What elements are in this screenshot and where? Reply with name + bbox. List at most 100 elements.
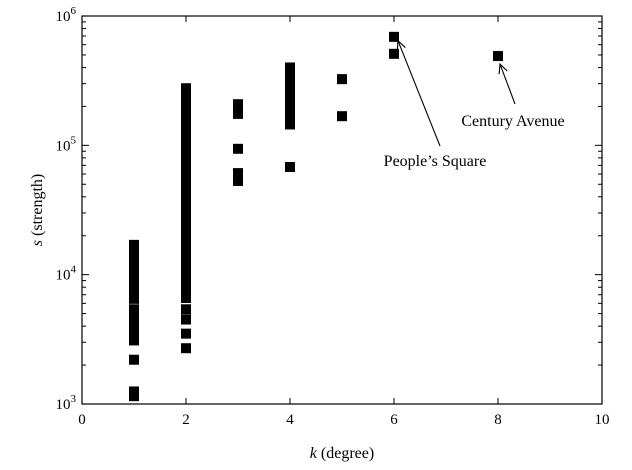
data-point bbox=[181, 199, 191, 210]
data-point bbox=[129, 309, 139, 320]
y-tick-label-exponent: 5 bbox=[71, 134, 77, 146]
data-point bbox=[181, 277, 191, 288]
data-point bbox=[129, 265, 139, 276]
data-point bbox=[181, 166, 191, 177]
data-point bbox=[129, 270, 139, 281]
annotation-arrowhead bbox=[498, 62, 508, 75]
y-tick-label-exponent: 3 bbox=[71, 393, 77, 405]
data-point bbox=[181, 138, 191, 149]
data-point bbox=[181, 260, 191, 271]
data-point bbox=[181, 288, 191, 299]
data-point bbox=[129, 322, 139, 333]
data-point bbox=[129, 335, 139, 346]
data-point bbox=[181, 133, 191, 144]
x-tick-label: 6 bbox=[390, 412, 398, 428]
data-point bbox=[129, 259, 139, 270]
data-point bbox=[181, 216, 191, 227]
annotations: People’s Square Century Avenue bbox=[384, 39, 565, 170]
y-tick-label-base: 10 bbox=[56, 9, 71, 25]
x-tick-label: 8 bbox=[494, 412, 502, 428]
data-point bbox=[181, 127, 191, 138]
data-point bbox=[181, 266, 191, 277]
data-point bbox=[181, 211, 191, 222]
data-point bbox=[181, 249, 191, 260]
data-point bbox=[181, 88, 191, 99]
data-point bbox=[181, 149, 191, 160]
y-axis-label: s (strength) bbox=[29, 174, 46, 246]
data-point bbox=[181, 194, 191, 205]
data-point bbox=[181, 271, 191, 282]
data-point bbox=[129, 277, 139, 288]
y-tick-label-base: 10 bbox=[56, 268, 71, 284]
data-point bbox=[181, 83, 191, 94]
y-tick-label: 105 bbox=[56, 134, 77, 154]
x-tick-label: 2 bbox=[182, 412, 190, 428]
data-point bbox=[181, 328, 191, 339]
x-axis-label-symbol: k bbox=[310, 445, 318, 462]
x-axis-label: k (degree) bbox=[310, 445, 374, 462]
x-tick-label: 10 bbox=[595, 412, 610, 428]
data-point bbox=[181, 255, 191, 266]
annotation-arrowhead bbox=[396, 39, 406, 51]
data-point bbox=[181, 105, 191, 116]
y-tick-label-exponent: 6 bbox=[71, 5, 77, 17]
x-tick-label: 4 bbox=[286, 412, 294, 428]
data-point bbox=[233, 143, 243, 154]
data-point bbox=[181, 177, 191, 188]
data-point bbox=[129, 354, 139, 365]
data-point bbox=[233, 168, 243, 179]
data-point bbox=[337, 111, 347, 122]
x-tick-label: 0 bbox=[78, 412, 86, 428]
x-axis-label-text: (degree) bbox=[317, 445, 374, 462]
data-point bbox=[129, 293, 139, 304]
data-point bbox=[181, 314, 191, 325]
y-tick-label-base: 10 bbox=[56, 397, 71, 413]
data-point bbox=[181, 343, 191, 354]
annotation-label: Century Avenue bbox=[461, 113, 564, 130]
data-point bbox=[181, 188, 191, 199]
data-point bbox=[181, 183, 191, 194]
data-point bbox=[285, 62, 295, 73]
data-point bbox=[129, 239, 139, 250]
annotation-arrow bbox=[397, 40, 441, 147]
data-point bbox=[181, 161, 191, 172]
data-point bbox=[129, 246, 139, 257]
annotation-label: People’s Square bbox=[384, 153, 487, 170]
data-point bbox=[337, 74, 347, 85]
y-axis-label-text: (strength) bbox=[29, 174, 46, 240]
data-point bbox=[389, 31, 399, 42]
data-point bbox=[129, 317, 139, 328]
data-point bbox=[181, 155, 191, 166]
data-point bbox=[129, 252, 139, 263]
data-point bbox=[181, 205, 191, 216]
data-point bbox=[181, 122, 191, 133]
data-point bbox=[129, 285, 139, 296]
data-point bbox=[181, 99, 191, 110]
data-point bbox=[181, 222, 191, 233]
data-point bbox=[181, 282, 191, 293]
annotation-arrow bbox=[499, 63, 516, 105]
data-point bbox=[181, 233, 191, 244]
y-tick-label-base: 10 bbox=[56, 138, 71, 154]
data-point bbox=[233, 108, 243, 119]
data-point bbox=[493, 51, 503, 62]
y-tick-label: 103 bbox=[56, 393, 77, 413]
y-tick-label: 106 bbox=[56, 5, 77, 25]
data-point bbox=[129, 304, 139, 315]
data-point bbox=[181, 116, 191, 127]
y-axis-label-symbol: s bbox=[29, 240, 46, 246]
data-point bbox=[181, 244, 191, 255]
data-point bbox=[181, 172, 191, 183]
data-point bbox=[181, 227, 191, 238]
data-point bbox=[181, 304, 191, 315]
data-point bbox=[389, 48, 399, 59]
data-point bbox=[285, 161, 295, 172]
data-point bbox=[181, 111, 191, 122]
data-points bbox=[129, 31, 503, 402]
y-tick-label: 104 bbox=[56, 264, 77, 284]
data-point bbox=[129, 386, 139, 397]
data-point bbox=[181, 94, 191, 105]
data-point bbox=[181, 144, 191, 155]
plot-frame bbox=[81, 15, 603, 405]
